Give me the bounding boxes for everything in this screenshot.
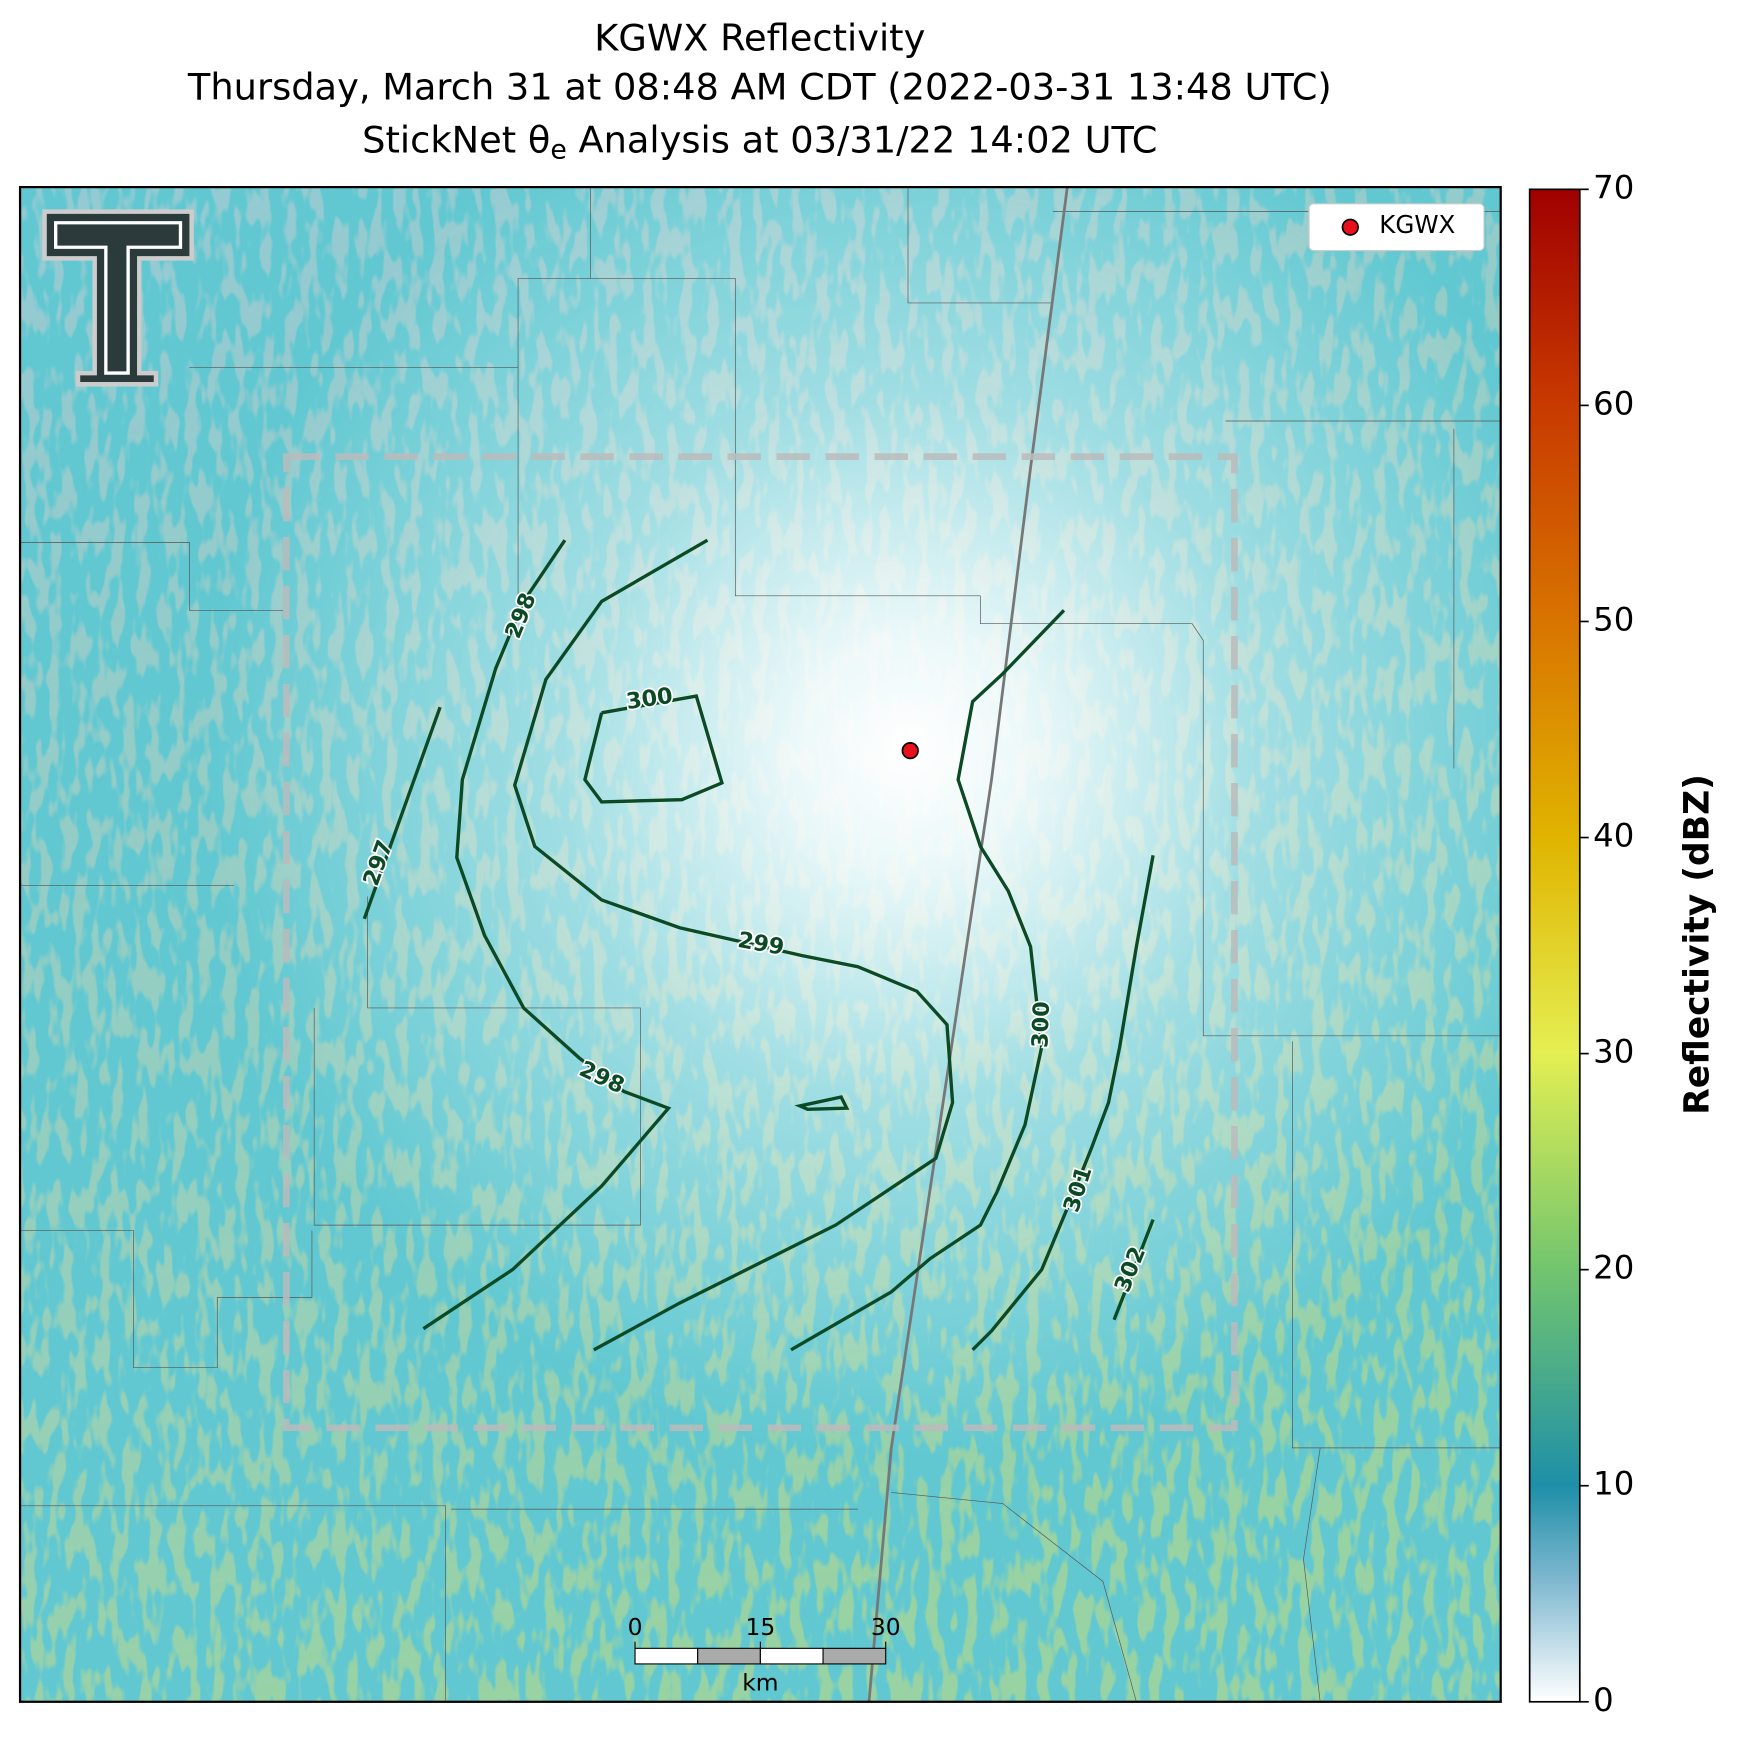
scale-segment xyxy=(759,1647,824,1665)
map-frame xyxy=(18,185,1502,1703)
colorbar-tick-label: 30 xyxy=(1593,1033,1634,1071)
title: KGWX Reflectivity xyxy=(594,17,925,60)
scale-tick-label: 30 xyxy=(871,1613,901,1641)
colorbar-tick-label: 60 xyxy=(1593,384,1634,422)
contour-line xyxy=(1112,1218,1155,1321)
colorbar-tick-label: 50 xyxy=(1593,600,1634,638)
subtitle-part: StickNet θ xyxy=(362,118,550,161)
scale-tick-label: 15 xyxy=(745,1613,775,1641)
highway xyxy=(867,186,1069,1702)
contour-line xyxy=(512,538,955,1352)
colorbar-label: Reflectivity (dBZ) xyxy=(1678,774,1718,1115)
legend: KGWX xyxy=(1308,203,1485,252)
colorbar-tick-label: 70 xyxy=(1593,168,1634,206)
scale-segment xyxy=(822,1647,887,1665)
scale-segment xyxy=(697,1647,761,1665)
subtitle-part: Analysis at 03/31/22 14:02 UTC xyxy=(567,118,1158,161)
contour-line xyxy=(971,855,1155,1352)
subtitle: Thursday, March 31 at 08:48 AM CDT (2022… xyxy=(187,66,1332,109)
legend-label: KGWX xyxy=(1379,210,1455,239)
colorbar xyxy=(1528,188,1581,1703)
scale-segment xyxy=(634,1647,699,1665)
radar-site xyxy=(901,742,919,760)
county-lines xyxy=(20,187,1501,1702)
legend-box xyxy=(1308,203,1485,252)
colorbar-tick-label: 40 xyxy=(1593,817,1634,855)
subtitle-sub: e xyxy=(550,134,566,165)
contour-line xyxy=(794,1095,850,1111)
colorbar-tick-label: 0 xyxy=(1593,1681,1614,1719)
contour-line xyxy=(583,694,724,804)
subtitle: StickNet θe Analysis at 03/31/22 14:02 U… xyxy=(362,118,1157,165)
logo xyxy=(42,209,194,387)
scale-unit: km xyxy=(742,1668,778,1696)
scale-bar: 0 15 30 km xyxy=(628,1613,901,1697)
colorbar-tick-label: 10 xyxy=(1593,1465,1634,1503)
legend-marker xyxy=(1341,218,1359,236)
analysis-domain xyxy=(282,453,1238,1432)
contour-line xyxy=(790,609,1066,1352)
scale-tick-label: 0 xyxy=(628,1613,643,1641)
contour-label: 300 xyxy=(1027,1001,1055,1048)
colorbar-tick-label: 20 xyxy=(1593,1249,1634,1287)
contour-line xyxy=(422,539,672,1331)
contour-line xyxy=(362,706,442,920)
